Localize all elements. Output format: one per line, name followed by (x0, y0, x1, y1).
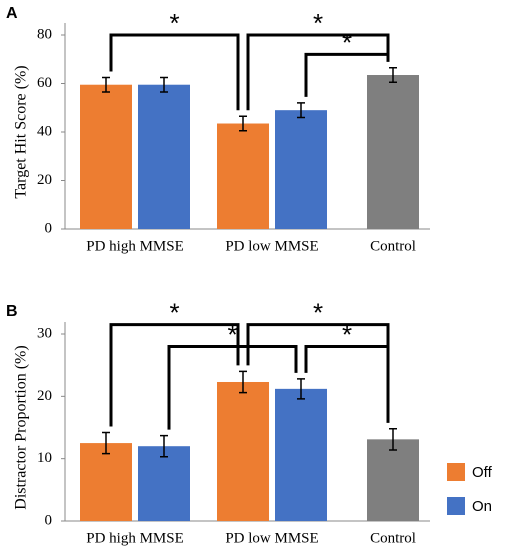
legend-label: On (472, 498, 492, 515)
significance-bracket (304, 344, 390, 423)
bar (217, 381, 269, 521)
legend-swatch (447, 497, 465, 515)
error-bar (297, 378, 305, 400)
significance-label: * (169, 298, 179, 328)
bar (367, 75, 419, 229)
bar (80, 84, 132, 230)
significance-label: * (313, 298, 323, 328)
x-tick-label: Control (370, 238, 416, 254)
error-bar (102, 431, 110, 455)
significance-label: * (169, 8, 179, 38)
bar (80, 443, 132, 521)
error-bar (239, 370, 247, 394)
y-tick-label: 0 (45, 220, 53, 236)
significance-bracket (304, 52, 390, 97)
error-bar (160, 434, 168, 458)
legend-label: Off (472, 464, 493, 481)
y-tick-label: 60 (37, 75, 52, 91)
y-tick-label: 20 (37, 172, 52, 188)
y-axis-label: Target Hit Score (%) (13, 65, 30, 198)
error-bar (389, 427, 397, 451)
error-bar (160, 76, 168, 93)
x-tick-label: PD high MMSE (86, 238, 184, 254)
bar (138, 446, 190, 521)
y-tick-label: 10 (37, 450, 52, 466)
y-tick-label: 20 (37, 388, 52, 404)
error-bar (297, 102, 305, 119)
x-tick-label: PD low MMSE (225, 238, 318, 254)
significance-bracket (246, 33, 390, 111)
y-tick-label: 30 (37, 325, 52, 341)
y-axis-label: Distractor Proportion (%) (13, 345, 30, 509)
significance-label: * (342, 27, 352, 57)
significance-bracket (109, 33, 240, 111)
y-tick-label: 80 (37, 26, 52, 42)
bar (138, 84, 190, 230)
error-bar (389, 66, 397, 84)
x-tick-label: Control (370, 530, 416, 546)
panel-label: B (6, 303, 18, 320)
error-bar (102, 76, 110, 93)
x-tick-label: PD high MMSE (86, 530, 184, 546)
x-tick-label: PD low MMSE (225, 530, 318, 546)
y-tick-label: 0 (45, 512, 53, 528)
error-bar (239, 115, 247, 132)
significance-label: * (342, 319, 352, 349)
bar (275, 110, 327, 229)
significance-label: * (227, 319, 237, 349)
bar (275, 388, 327, 521)
y-tick-label: 40 (37, 123, 52, 139)
bar (217, 123, 269, 229)
significance-label: * (313, 8, 323, 38)
legend-swatch (447, 463, 465, 481)
bar (367, 439, 419, 521)
significance-bracket (167, 344, 298, 430)
panel-label: A (6, 5, 18, 22)
